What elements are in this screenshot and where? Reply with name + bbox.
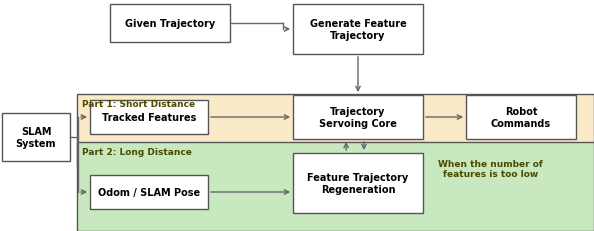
Bar <box>110 5 230 43</box>
Text: SLAM
System: SLAM System <box>16 127 56 148</box>
Bar <box>90 175 208 209</box>
Text: Part 2: Long Distance: Part 2: Long Distance <box>82 147 192 156</box>
Bar <box>77 94 594 166</box>
Text: Feature Trajectory
Regeneration: Feature Trajectory Regeneration <box>307 173 409 194</box>
Text: Tracked Features: Tracked Features <box>102 112 196 122</box>
Bar <box>466 96 576 139</box>
Text: When the number of
features is too low: When the number of features is too low <box>438 159 543 179</box>
Bar <box>2 113 70 161</box>
Bar <box>77 142 594 231</box>
Text: Robot
Commands: Robot Commands <box>491 107 551 128</box>
Text: Generate Feature
Trajectory: Generate Feature Trajectory <box>309 19 406 41</box>
Bar <box>90 100 208 134</box>
Text: Odom / SLAM Pose: Odom / SLAM Pose <box>98 187 200 197</box>
Text: Given Trajectory: Given Trajectory <box>125 19 215 29</box>
Bar <box>293 153 423 213</box>
Bar <box>293 5 423 55</box>
Text: Trajectory
Servoing Core: Trajectory Servoing Core <box>319 107 397 128</box>
Text: Part 1: Short Distance: Part 1: Short Distance <box>82 100 195 109</box>
Bar <box>293 96 423 139</box>
